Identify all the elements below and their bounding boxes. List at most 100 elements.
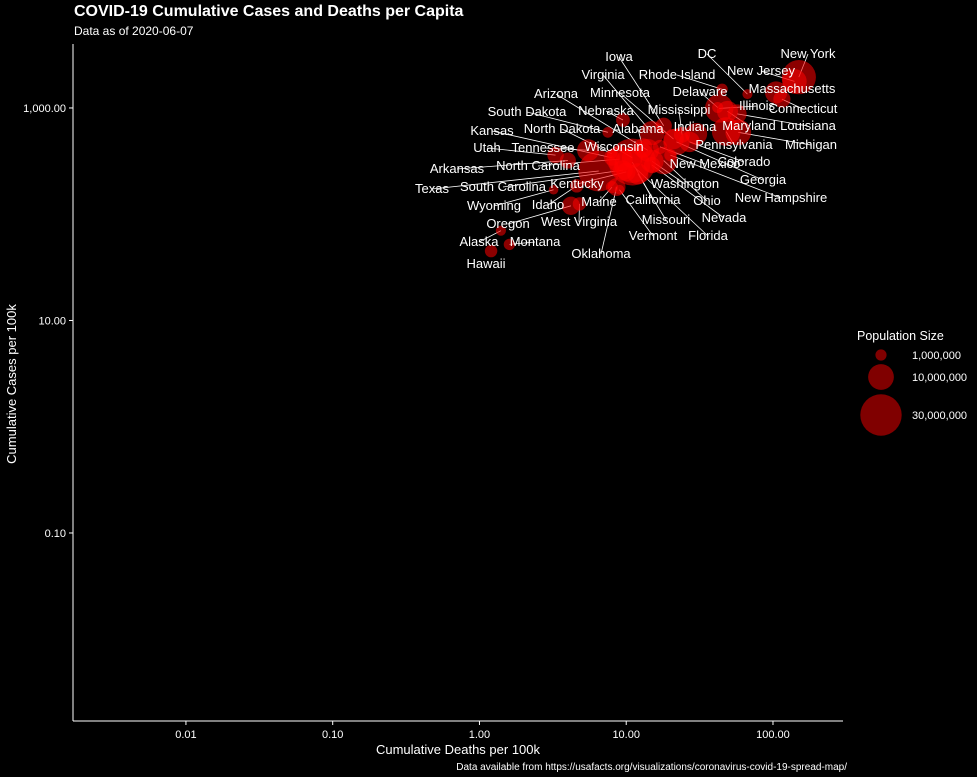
state-label: Colorado <box>718 154 771 169</box>
data-point <box>716 83 728 95</box>
data-point <box>655 117 672 134</box>
data-point <box>633 138 653 158</box>
state-label: Alaska <box>459 234 499 249</box>
state-label: Connecticut <box>769 101 838 116</box>
state-label: Maine <box>581 194 616 209</box>
state-label: Illinois <box>739 98 776 113</box>
data-point <box>782 69 807 94</box>
state-label: North Carolina <box>496 158 581 173</box>
state-label: Maryland <box>722 118 775 133</box>
legend-key <box>868 364 894 390</box>
label-leader-line <box>706 53 748 95</box>
data-point <box>673 126 691 143</box>
data-point <box>484 244 498 258</box>
state-label: South Carolina <box>460 179 547 194</box>
legend-label: 1,000,000 <box>912 350 961 362</box>
state-label: Florida <box>688 228 729 243</box>
state-label: West Virginia <box>541 214 618 229</box>
state-label: Kansas <box>470 123 514 138</box>
data-point <box>577 139 600 162</box>
label-leader-line <box>507 205 572 225</box>
state-label: Georgia <box>740 172 787 187</box>
label-leader-line <box>670 154 782 199</box>
state-label: Montana <box>510 234 561 249</box>
data-point <box>616 113 630 127</box>
state-label: Nebraska <box>578 103 634 118</box>
state-label: Delaware <box>673 84 728 99</box>
data-point <box>727 104 747 124</box>
state-label: Massachusetts <box>749 81 836 96</box>
label-leader-line <box>676 74 723 90</box>
state-label: New York <box>781 46 836 61</box>
chart-caption: Data available from https://usafacts.org… <box>456 762 847 773</box>
state-label: North Dakota <box>524 121 601 136</box>
data-point <box>559 152 576 169</box>
x-tick-label: 10.00 <box>612 729 640 741</box>
state-label: Nevada <box>702 210 748 225</box>
label-leader-line <box>618 56 665 126</box>
data-point <box>616 162 636 182</box>
legend-label: 30,000,000 <box>912 410 967 422</box>
chart-subtitle: Data as of 2020-06-07 <box>74 24 194 38</box>
state-label: Missouri <box>642 212 691 227</box>
y-axis-title: Cumulative Cases per 100k <box>4 304 19 464</box>
state-label: Pennsylvania <box>695 137 773 152</box>
state-label: Oklahoma <box>571 246 631 261</box>
data-point <box>643 156 661 174</box>
data-point <box>503 238 516 251</box>
data-point <box>572 197 587 211</box>
legend-title: Population Size <box>857 329 944 343</box>
legend-key <box>875 349 887 361</box>
data-point <box>602 126 614 138</box>
x-tick-label: 1.00 <box>469 729 490 741</box>
state-label: Mississippi <box>648 102 711 117</box>
label-leader-line <box>526 111 608 133</box>
label-leader-line <box>737 113 809 127</box>
data-point <box>606 148 618 159</box>
state-label: Michigan <box>785 137 837 152</box>
state-labels: New York New Jersey DC Massachusetts Connect… <box>415 46 838 271</box>
data-point <box>725 119 752 146</box>
state-label: Idaho <box>532 197 565 212</box>
data-point <box>614 184 625 195</box>
state-label: Arkansas <box>430 161 485 176</box>
state-label: Alabama <box>612 121 664 136</box>
state-label: Arizona <box>534 86 579 101</box>
chart-title: COVID-19 Cumulative Cases and Deaths per… <box>74 3 464 20</box>
data-points <box>484 60 816 258</box>
state-label: Tennessee <box>512 140 575 155</box>
label-leader-line <box>600 187 617 255</box>
state-label: DC <box>698 46 717 61</box>
x-tick-label: 0.10 <box>322 729 343 741</box>
legend: Population Size 1,000,000 10,000,000 30,000… <box>857 329 967 436</box>
state-label: Hawaii <box>466 256 505 271</box>
x-axis-title: Cumulative Deaths per 100k <box>376 742 541 757</box>
legend-label: 10,000,000 <box>912 372 967 384</box>
data-point <box>773 90 791 108</box>
state-label: Kentucky <box>550 176 604 191</box>
label-leader-line <box>456 160 568 170</box>
label-leader-line <box>431 170 599 190</box>
state-label: Wyoming <box>467 198 521 213</box>
state-label: Minnesota <box>590 85 651 100</box>
y-tick-label: 0.10 <box>45 528 66 540</box>
data-point <box>547 146 564 164</box>
state-label: Iowa <box>605 49 633 64</box>
data-point <box>652 139 668 155</box>
state-label: Texas <box>415 181 449 196</box>
legend-key <box>860 394 902 436</box>
y-tick-label: 1,000.00 <box>23 103 66 115</box>
x-tick-label: 0.01 <box>175 729 196 741</box>
axis-ticks: 0.01 0.10 1.00 10.00 100.00 0.10 10.00 1,000.00 <box>23 103 790 741</box>
state-label: South Dakota <box>488 104 568 119</box>
label-leader-line <box>602 74 653 134</box>
x-tick-label: 100.00 <box>756 729 790 741</box>
state-label: Oregon <box>486 216 529 231</box>
label-leader-line <box>493 189 554 207</box>
state-label: New Hampshire <box>735 190 827 205</box>
data-point <box>548 184 559 195</box>
state-label: New Jersey <box>727 63 795 78</box>
state-label: Wisconsin <box>584 139 643 154</box>
y-tick-label: 10.00 <box>38 315 66 327</box>
